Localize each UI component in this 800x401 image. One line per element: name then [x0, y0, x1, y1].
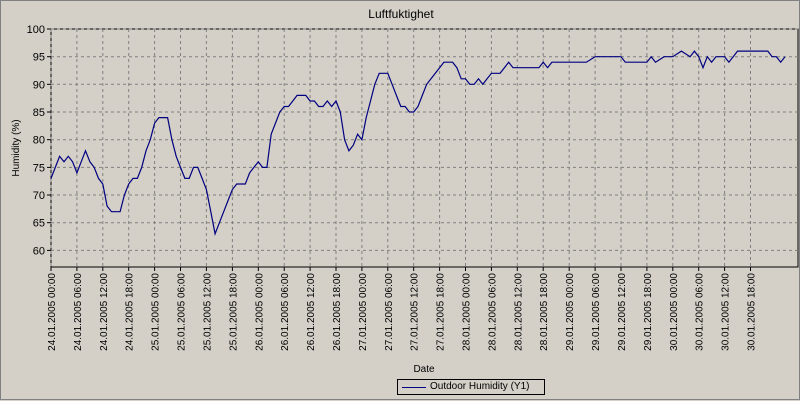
x-axis-label: Date	[413, 364, 435, 375]
y-tick-label: 95	[33, 52, 45, 64]
y-tick-label: 60	[33, 245, 45, 257]
x-tick-label: 29.01.2005 06:00	[591, 273, 602, 351]
x-tick-label: 30.01.2005 12:00	[721, 273, 732, 351]
legend-entry: Outdoor Humidity (Y1)	[430, 381, 530, 392]
y-tick-label: 80	[33, 135, 45, 147]
y-tick-label: 65	[33, 218, 45, 230]
y-tick-label: 90	[33, 79, 45, 91]
x-tick-label: 28.01.2005 18:00	[539, 273, 550, 351]
x-tick-label: 24.01.2005 12:00	[99, 273, 110, 351]
x-tick-label: 29.01.2005 18:00	[643, 273, 654, 351]
x-tick-label: 25.01.2005 06:00	[177, 273, 188, 351]
y-tick-label: 100	[27, 24, 45, 36]
chart-title: Luftfuktighet	[368, 7, 434, 21]
legend: Outdoor Humidity (Y1)	[397, 379, 545, 395]
x-tick-label: 24.01.2005 18:00	[125, 273, 136, 351]
x-tick-label: 30.01.2005 18:00	[747, 273, 758, 351]
y-axis-label: Humidity (%)	[11, 119, 22, 176]
x-tick-label: 24.01.2005 06:00	[73, 273, 84, 351]
x-tick-label: 30.01.2005 00:00	[669, 273, 680, 351]
x-tick-label: 29.01.2005 00:00	[565, 273, 576, 351]
series-line-outdoor-humidity	[50, 50, 786, 236]
grid-lines	[50, 28, 798, 267]
x-tick-label: 30.01.2005 06:00	[695, 273, 706, 351]
x-tick-label: 27.01.2005 06:00	[384, 273, 395, 351]
x-tick-label: 25.01.2005 18:00	[228, 273, 239, 351]
x-tick-label: 25.01.2005 12:00	[202, 273, 213, 351]
x-tick-label: 28.01.2005 00:00	[462, 273, 473, 351]
x-tick-label: 27.01.2005 12:00	[410, 273, 421, 351]
x-axis-ticks: 24.01.2005 00:00 24.01.2005 06:00 24.01.20…	[47, 267, 758, 351]
x-tick-label: 24.01.2005 00:00	[47, 273, 58, 351]
legend-swatch	[402, 387, 426, 388]
x-tick-label: 28.01.2005 12:00	[513, 273, 524, 351]
x-tick-label: 26.01.2005 00:00	[254, 273, 265, 351]
y-tick-label: 75	[33, 162, 45, 174]
plot-background	[50, 28, 799, 268]
series-layer	[50, 50, 786, 236]
x-tick-label: 27.01.2005 18:00	[436, 273, 447, 351]
y-tick-label: 70	[33, 190, 45, 202]
x-tick-label: 29.01.2005 12:00	[617, 273, 628, 351]
x-tick-label: 25.01.2005 00:00	[151, 273, 162, 351]
x-tick-label: 26.01.2005 12:00	[306, 273, 317, 351]
x-tick-label: 27.01.2005 00:00	[358, 273, 369, 351]
x-tick-label: 26.01.2005 06:00	[280, 273, 291, 351]
x-tick-label: 26.01.2005 18:00	[332, 273, 343, 351]
y-axis-ticks: 60 65 70 75 80 85 90 95 100	[27, 24, 51, 257]
x-tick-label: 28.01.2005 06:00	[487, 273, 498, 351]
y-tick-label: 85	[33, 107, 45, 119]
